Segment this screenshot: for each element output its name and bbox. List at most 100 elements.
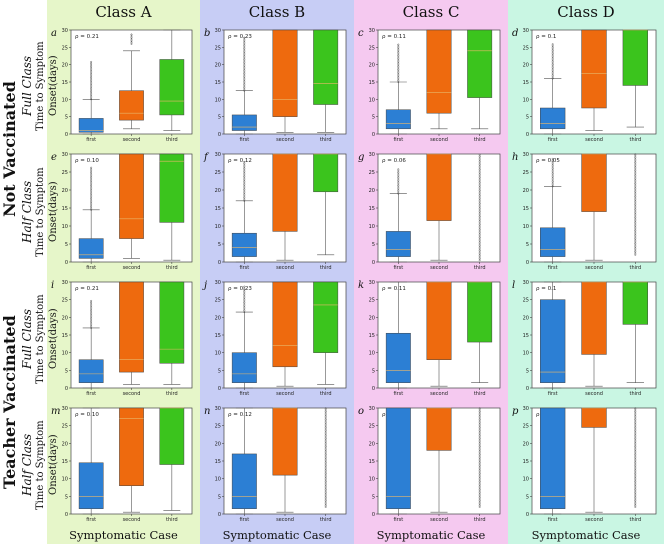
flier-point [478, 192, 481, 195]
x-tick-label: third [320, 517, 332, 523]
y-tick-label: 25 [523, 170, 529, 176]
flier-point [397, 179, 400, 182]
flier-point [478, 233, 481, 236]
y-tick-label: 15 [215, 80, 221, 86]
box-body [622, 281, 648, 325]
panel-letter: o [358, 406, 364, 417]
flier-point [634, 174, 637, 177]
flier-point [478, 202, 481, 205]
flier-point [243, 172, 246, 175]
flier-point [478, 163, 481, 166]
flier-point [90, 182, 93, 185]
box-body [385, 231, 411, 257]
y-tick-label: 20 [369, 63, 375, 69]
panel-h: h 0 5 10 15 20 25 30 ρ = 0.05 first second third [512, 152, 657, 271]
y-tick-label: 5 [65, 494, 68, 500]
x-tick-label: second [123, 265, 141, 271]
y-tick-label: 15 [215, 206, 221, 212]
flier-point [551, 159, 554, 162]
flier-point [90, 191, 93, 193]
x-tick-label: second [123, 137, 141, 143]
box-body [426, 153, 452, 221]
y-tick-label: 0 [65, 386, 68, 392]
flier-point [478, 407, 481, 410]
y-tick-label: 25 [215, 298, 221, 304]
flier-point [90, 181, 93, 184]
x-tick-label: second [585, 137, 603, 143]
flier-point [634, 231, 637, 234]
box-third: third [159, 407, 185, 523]
flier-point [243, 199, 246, 202]
flier-point [478, 228, 481, 231]
flier-point [243, 178, 246, 181]
box-second: second [272, 153, 298, 271]
y-tick-label: 30 [215, 152, 221, 158]
x-tick-label: first [548, 391, 558, 397]
box-first: first [385, 168, 411, 271]
flier-point [243, 188, 246, 191]
flier-point [634, 187, 637, 190]
flier-point [478, 225, 481, 228]
flier-point [551, 183, 554, 186]
y-tick-label: 0 [218, 132, 221, 138]
flier-point [634, 226, 637, 229]
flier-point [397, 171, 400, 174]
box-second: second [119, 153, 144, 271]
flier-point [478, 188, 481, 190]
y-tick-label: 5 [526, 242, 529, 248]
flier-point [634, 227, 637, 230]
box-body [78, 238, 104, 259]
box-third: third [622, 29, 648, 143]
flier-point [478, 239, 481, 242]
flier-point [478, 257, 481, 260]
panel-letter: e [51, 152, 57, 163]
panel-k: k 0 5 10 15 20 25 30 ρ = 0.11 first second third [358, 280, 501, 397]
flier-point [478, 207, 481, 210]
flier-point [634, 159, 637, 162]
x-tick-label: third [166, 517, 178, 523]
flier-point [634, 189, 637, 191]
y-tick-label: 0 [218, 386, 221, 392]
flier-point [478, 186, 481, 189]
y-tick-label: 10 [215, 97, 221, 103]
rho-annotation: ρ = 0.21 [75, 286, 99, 292]
flier-point [397, 186, 400, 189]
x-tick-label: first [239, 137, 249, 143]
y-tick-label: 20 [215, 441, 221, 447]
flier-point [551, 177, 554, 180]
column-header-class-c: Class C [402, 3, 460, 21]
rho-annotation: ρ = 0.06 [382, 158, 406, 164]
y-tick-label: 15 [369, 333, 375, 339]
flier-point [90, 195, 93, 198]
flier-point [243, 165, 246, 168]
box-second: second [272, 29, 298, 143]
y-tick-label: 0 [65, 512, 68, 518]
panel-letter: k [358, 280, 364, 291]
panel-letter: g [358, 152, 364, 163]
box-body [159, 407, 185, 465]
box-second: second [581, 153, 607, 271]
box-first: first [231, 407, 257, 523]
x-caption-class-a: Symptomatic Case [69, 528, 178, 542]
flier-point [634, 180, 637, 183]
flier-point [478, 158, 481, 161]
flier-point [551, 164, 554, 167]
y-tick-label: 20 [523, 315, 529, 321]
y-tick-label: 10 [215, 477, 221, 483]
box-body [385, 407, 411, 509]
y-tick-label: 0 [65, 260, 68, 266]
panel-m: m 0 5 10 15 20 25 30 ρ = 0.10 first second third [51, 406, 193, 523]
flier-point [478, 199, 481, 202]
flier-point [478, 179, 481, 182]
flier-point [243, 170, 246, 173]
y-tick-label: 10 [523, 477, 529, 483]
rho-annotation: ρ = 0.10 [75, 412, 99, 418]
x-tick-label: first [548, 517, 558, 523]
y-tick-label: 15 [523, 206, 529, 212]
flier-point [90, 168, 93, 171]
panel-letter: d [512, 28, 518, 39]
flier-point [551, 157, 554, 160]
y-tick-label: 30 [523, 28, 529, 34]
flier-point [634, 216, 637, 219]
